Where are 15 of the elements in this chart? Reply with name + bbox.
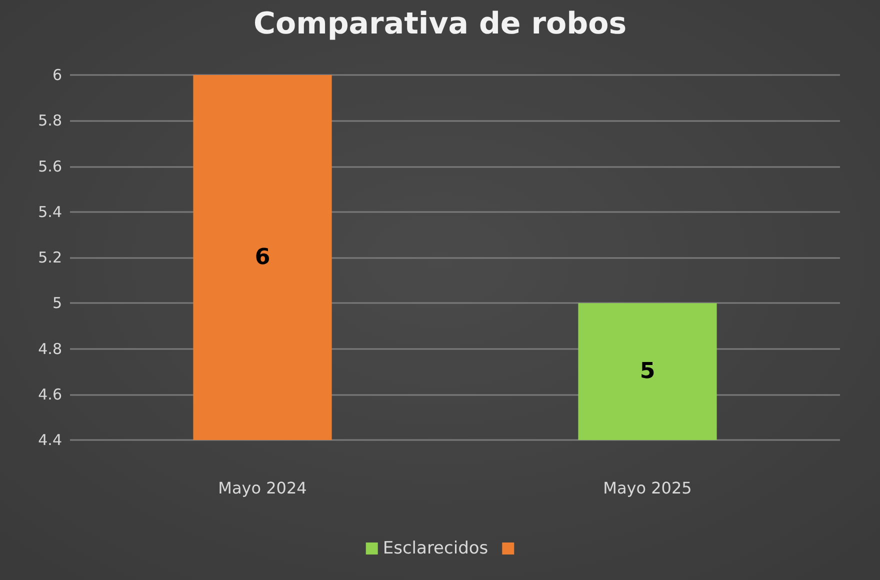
y-tick-label: 4.4 — [38, 431, 62, 449]
y-tick-label: 5 — [52, 294, 62, 312]
y-tick-label: 4.6 — [38, 385, 62, 404]
legend-label: Esclarecidos — [382, 538, 488, 558]
y-tick-label: 4.8 — [38, 340, 62, 358]
data-label: 6 — [254, 245, 270, 270]
y-tick-label: 5.4 — [38, 202, 62, 221]
y-tick-label: 5.6 — [38, 157, 62, 176]
chart-title: Comparativa de robos — [253, 6, 627, 42]
y-tick-label: 6 — [52, 66, 62, 84]
x-tick-label: Mayo 2024 — [218, 478, 307, 498]
x-tick-label: Mayo 2025 — [603, 478, 692, 498]
y-tick-label: 5.8 — [38, 112, 62, 130]
y-tick-label: 5.2 — [38, 248, 62, 266]
data-label: 5 — [640, 359, 656, 384]
